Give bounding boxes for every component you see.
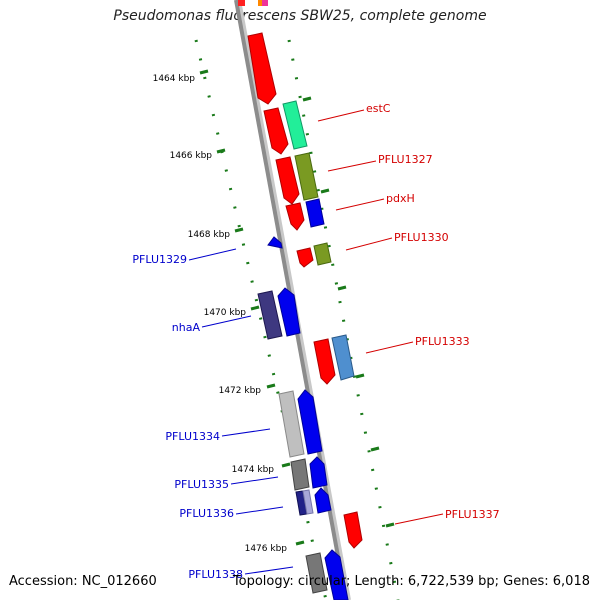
gene-arrow	[314, 487, 332, 514]
scale-tick-mark-outer	[385, 522, 395, 528]
scale-tick-label: 1466 kbp	[170, 151, 213, 161]
gene-arrow	[278, 390, 305, 458]
scale-tick-label: 1468 kbp	[188, 230, 231, 240]
gene-arrow	[324, 549, 349, 600]
scale-tick-mark	[266, 383, 276, 389]
label-leaders	[188, 109, 444, 575]
gene-arrow	[267, 236, 283, 249]
inner-tick-track	[194, 39, 328, 600]
scale-tick-label: 1470 kbp	[204, 308, 247, 318]
gene-arrow	[285, 202, 305, 231]
gene-arrow	[309, 456, 328, 489]
gene-label-forward: PFLU1333	[415, 335, 470, 348]
gene-arrow	[297, 389, 323, 455]
gene-arrow	[294, 152, 319, 201]
leader-line	[317, 109, 365, 122]
leader-line	[335, 198, 385, 211]
scale-tick-mark	[250, 305, 260, 311]
scale-tick-mark	[216, 148, 226, 154]
gene-label-reverse: PFLU1335	[174, 478, 229, 491]
gene-label-reverse: nhaA	[172, 321, 201, 334]
scale-tick-mark-outer	[337, 285, 347, 291]
accession-text: Accession: NC_012660	[9, 574, 157, 589]
gene-label-forward: PFLU1327	[378, 153, 433, 166]
scale-tick-label: 1476 kbp	[245, 544, 288, 554]
gene-arrow	[275, 156, 300, 205]
outer-gene-track	[282, 100, 355, 381]
leader-line	[327, 160, 377, 172]
leader-line	[394, 513, 444, 525]
scale-tick-mark-outer	[355, 373, 365, 379]
topology-text: Topology: circular; Length: 6,722,539 bp…	[232, 574, 590, 589]
leader-line	[230, 476, 279, 485]
gene-arrow	[331, 334, 355, 381]
gene-arrow	[313, 242, 332, 266]
scale-tick-mark-outer	[370, 446, 380, 452]
leader-line	[365, 341, 414, 354]
gene-label-forward: pdxH	[386, 192, 415, 205]
gene-label-reverse: PFLU1329	[132, 253, 187, 266]
gene-arrow	[258, 0, 262, 6]
gene-label-reverse: PFLU1336	[179, 507, 234, 520]
gene-arrow	[238, 0, 245, 6]
gene-arrow	[296, 247, 314, 268]
scale-tick-mark	[234, 227, 244, 233]
scale-tick-label: 1464 kbp	[153, 74, 196, 84]
gene-arrow	[313, 338, 336, 385]
gene-arrow	[305, 552, 328, 594]
gene-label-forward: PFLU1330	[394, 231, 449, 244]
gene-labels: estC PFLU1327 pdxH PFLU1330 PFLU1333 PFL…	[132, 102, 499, 581]
gene-arrow	[263, 107, 289, 155]
leader-line	[235, 506, 284, 515]
gene-arrow	[305, 198, 325, 228]
leader-line	[244, 566, 294, 575]
gene-label-reverse: PFLU1334	[165, 430, 220, 443]
reverse-gene-track	[257, 236, 349, 600]
map-title: Pseudomonas fluorescens SBW25, complete …	[113, 8, 487, 24]
gene-label-reverse: PFLU1338	[188, 568, 243, 581]
leader-line	[188, 248, 237, 261]
forward-gene-track	[247, 32, 363, 549]
scale-tick-label: 1472 kbp	[219, 386, 262, 396]
scale-ticks: 1464 kbp 1466 kbp 1468 kbp 1470 kbp 1472…	[153, 69, 395, 554]
gene-arrow	[257, 290, 283, 340]
scale-tick-mark-outer	[320, 188, 330, 194]
leader-line	[201, 315, 252, 328]
gene-arrow	[247, 32, 277, 105]
outer-tick-track	[287, 39, 400, 600]
scale-tick-mark	[199, 69, 209, 75]
gene-label-forward: estC	[366, 102, 391, 115]
gene-arrow	[262, 0, 268, 6]
gene-arrow	[277, 287, 301, 337]
gene-arrow	[282, 100, 308, 150]
scale-tick-mark-outer	[302, 96, 312, 102]
gene-arrow	[343, 511, 363, 549]
scale-tick-mark	[281, 462, 291, 468]
leader-line	[221, 428, 271, 437]
scale-tick-mark	[295, 540, 305, 546]
gene-label-forward: PFLU1337	[445, 508, 500, 521]
scale-tick-label: 1474 kbp	[232, 465, 275, 475]
gene-arrow	[290, 458, 310, 491]
leader-line	[345, 237, 393, 251]
gene-arrow	[302, 489, 314, 515]
